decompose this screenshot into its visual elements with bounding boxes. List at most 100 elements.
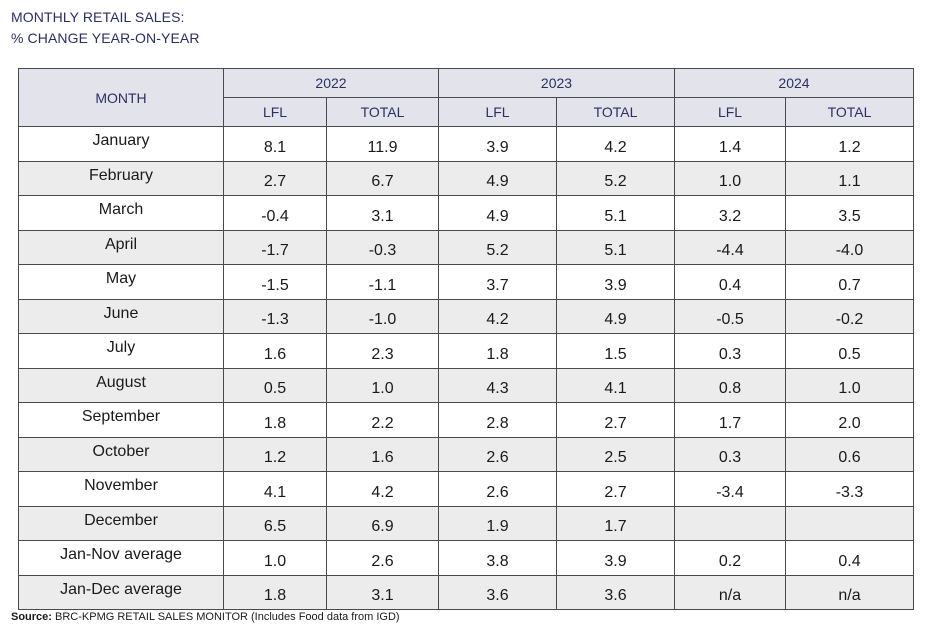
lfl-value-cell: 2.6 bbox=[438, 471, 557, 507]
table-row: September 1.8 2.2 2.8 2.7 1.7 2.0 bbox=[18, 402, 914, 438]
lfl-value-cell: 1.2 bbox=[223, 436, 327, 472]
lfl-value-cell: 4.9 bbox=[438, 195, 557, 231]
year-header-2024: 2024 bbox=[674, 68, 914, 98]
table-row: January 8.1 11.9 3.9 4.2 1.4 1.2 bbox=[18, 126, 914, 162]
table-row: July 1.6 2.3 1.8 1.5 0.3 0.5 bbox=[18, 333, 914, 369]
lfl-value-cell: 3.9 bbox=[438, 126, 557, 162]
total-value-cell: 2.6 bbox=[326, 540, 439, 576]
total-value-cell: -4.0 bbox=[785, 229, 914, 265]
lfl-value-cell bbox=[674, 505, 786, 541]
total-value-cell: 4.1 bbox=[556, 367, 675, 403]
total-value-cell: -3.3 bbox=[785, 471, 914, 507]
total-value-cell: 2.3 bbox=[326, 333, 439, 369]
lfl-value-cell: 0.4 bbox=[674, 264, 786, 300]
lfl-value-cell: 4.1 bbox=[223, 471, 327, 507]
total-value-cell: 6.7 bbox=[326, 160, 439, 196]
total-value-cell: -1.0 bbox=[326, 298, 439, 334]
total-value-cell: 1.5 bbox=[556, 333, 675, 369]
table-row: December 6.5 6.9 1.9 1.7 bbox=[18, 505, 914, 541]
total-value-cell: 1.1 bbox=[785, 160, 914, 196]
lfl-value-cell: 3.6 bbox=[438, 574, 557, 610]
total-value-cell: 0.6 bbox=[785, 436, 914, 472]
chart-title: MONTHLY RETAIL SALES: % CHANGE YEAR-ON-Y… bbox=[11, 7, 200, 49]
total-value-cell: 3.1 bbox=[326, 574, 439, 610]
month-cell: October bbox=[18, 436, 224, 472]
month-cell: November bbox=[18, 471, 224, 507]
lfl-value-cell: 0.3 bbox=[674, 436, 786, 472]
lfl-value-cell: -1.5 bbox=[223, 264, 327, 300]
table-row: November 4.1 4.2 2.6 2.7 -3.4 -3.3 bbox=[18, 471, 914, 507]
table-row: February 2.7 6.7 4.9 5.2 1.0 1.1 bbox=[18, 160, 914, 196]
table-row: March -0.4 3.1 4.9 5.1 3.2 3.5 bbox=[18, 195, 914, 231]
total-value-cell: 5.1 bbox=[556, 229, 675, 265]
total-value-cell: 4.2 bbox=[556, 126, 675, 162]
table-row: August 0.5 1.0 4.3 4.1 0.8 1.0 bbox=[18, 367, 914, 403]
source-text: BRC-KPMG RETAIL SALES MONITOR (Includes … bbox=[51, 611, 400, 623]
total-value-cell: 1.7 bbox=[556, 505, 675, 541]
total-value-cell: 2.7 bbox=[556, 402, 675, 438]
month-cell: May bbox=[18, 264, 224, 300]
lfl-value-cell: 4.9 bbox=[438, 160, 557, 196]
total-value-cell: 3.6 bbox=[556, 574, 675, 610]
lfl-value-cell: 1.0 bbox=[223, 540, 327, 576]
month-cell: February bbox=[18, 160, 224, 196]
lfl-value-cell: 2.7 bbox=[223, 160, 327, 196]
lfl-value-cell: -0.5 bbox=[674, 298, 786, 334]
lfl-value-cell: 1.8 bbox=[438, 333, 557, 369]
lfl-value-cell: -3.4 bbox=[674, 471, 786, 507]
total-value-cell: 1.2 bbox=[785, 126, 914, 162]
table-row: October 1.2 1.6 2.6 2.5 0.3 0.6 bbox=[18, 436, 914, 472]
lfl-value-cell: 0.3 bbox=[674, 333, 786, 369]
total-value-cell: 1.0 bbox=[785, 367, 914, 403]
month-cell: Jan-Dec average bbox=[18, 574, 224, 610]
year-header-2023: 2023 bbox=[438, 68, 675, 98]
title-line-1: MONTHLY RETAIL SALES: bbox=[11, 9, 185, 25]
lfl-value-cell: n/a bbox=[674, 574, 786, 610]
total-value-cell: 2.0 bbox=[785, 402, 914, 438]
lfl-value-cell: 1.4 bbox=[674, 126, 786, 162]
total-value-cell: 0.4 bbox=[785, 540, 914, 576]
total-value-cell: 6.9 bbox=[326, 505, 439, 541]
table-row: May -1.5 -1.1 3.7 3.9 0.4 0.7 bbox=[18, 264, 914, 300]
total-value-cell: -1.1 bbox=[326, 264, 439, 300]
lfl-value-cell: 1.8 bbox=[223, 574, 327, 610]
sub-header-total: TOTAL bbox=[556, 97, 675, 127]
month-cell: August bbox=[18, 367, 224, 403]
total-value-cell: 3.9 bbox=[556, 540, 675, 576]
table-row: June -1.3 -1.0 4.2 4.9 -0.5 -0.2 bbox=[18, 298, 914, 334]
total-value-cell: 2.2 bbox=[326, 402, 439, 438]
month-cell: June bbox=[18, 298, 224, 334]
year-header-row: MONTH 2022 2023 2024 bbox=[18, 68, 914, 127]
total-value-cell: 3.9 bbox=[556, 264, 675, 300]
month-cell: Jan-Nov average bbox=[18, 540, 224, 576]
lfl-value-cell: 0.5 bbox=[223, 367, 327, 403]
total-value-cell: -0.3 bbox=[326, 229, 439, 265]
source-label: Source: bbox=[11, 611, 52, 623]
lfl-value-cell: 3.8 bbox=[438, 540, 557, 576]
total-value-cell: -0.2 bbox=[785, 298, 914, 334]
lfl-value-cell: 0.8 bbox=[674, 367, 786, 403]
lfl-value-cell: 3.7 bbox=[438, 264, 557, 300]
total-value-cell: 4.2 bbox=[326, 471, 439, 507]
total-value-cell: 2.5 bbox=[556, 436, 675, 472]
lfl-value-cell: 1.9 bbox=[438, 505, 557, 541]
lfl-value-cell: 1.8 bbox=[223, 402, 327, 438]
lfl-value-cell: 1.7 bbox=[674, 402, 786, 438]
total-value-cell: 2.7 bbox=[556, 471, 675, 507]
lfl-value-cell: -1.3 bbox=[223, 298, 327, 334]
table-row: Jan-Nov average 1.0 2.6 3.8 3.9 0.2 0.4 bbox=[18, 540, 914, 576]
total-value-cell bbox=[785, 505, 914, 541]
month-cell: July bbox=[18, 333, 224, 369]
lfl-value-cell: 2.8 bbox=[438, 402, 557, 438]
total-value-cell: 4.9 bbox=[556, 298, 675, 334]
lfl-value-cell: 5.2 bbox=[438, 229, 557, 265]
year-header-2022: 2022 bbox=[223, 68, 439, 98]
lfl-value-cell: -4.4 bbox=[674, 229, 786, 265]
month-cell: September bbox=[18, 402, 224, 438]
lfl-value-cell: -0.4 bbox=[223, 195, 327, 231]
month-column-header: MONTH bbox=[18, 68, 224, 127]
sub-header-total: TOTAL bbox=[785, 97, 914, 127]
lfl-value-cell: 3.2 bbox=[674, 195, 786, 231]
total-value-cell: 5.1 bbox=[556, 195, 675, 231]
lfl-value-cell: 6.5 bbox=[223, 505, 327, 541]
